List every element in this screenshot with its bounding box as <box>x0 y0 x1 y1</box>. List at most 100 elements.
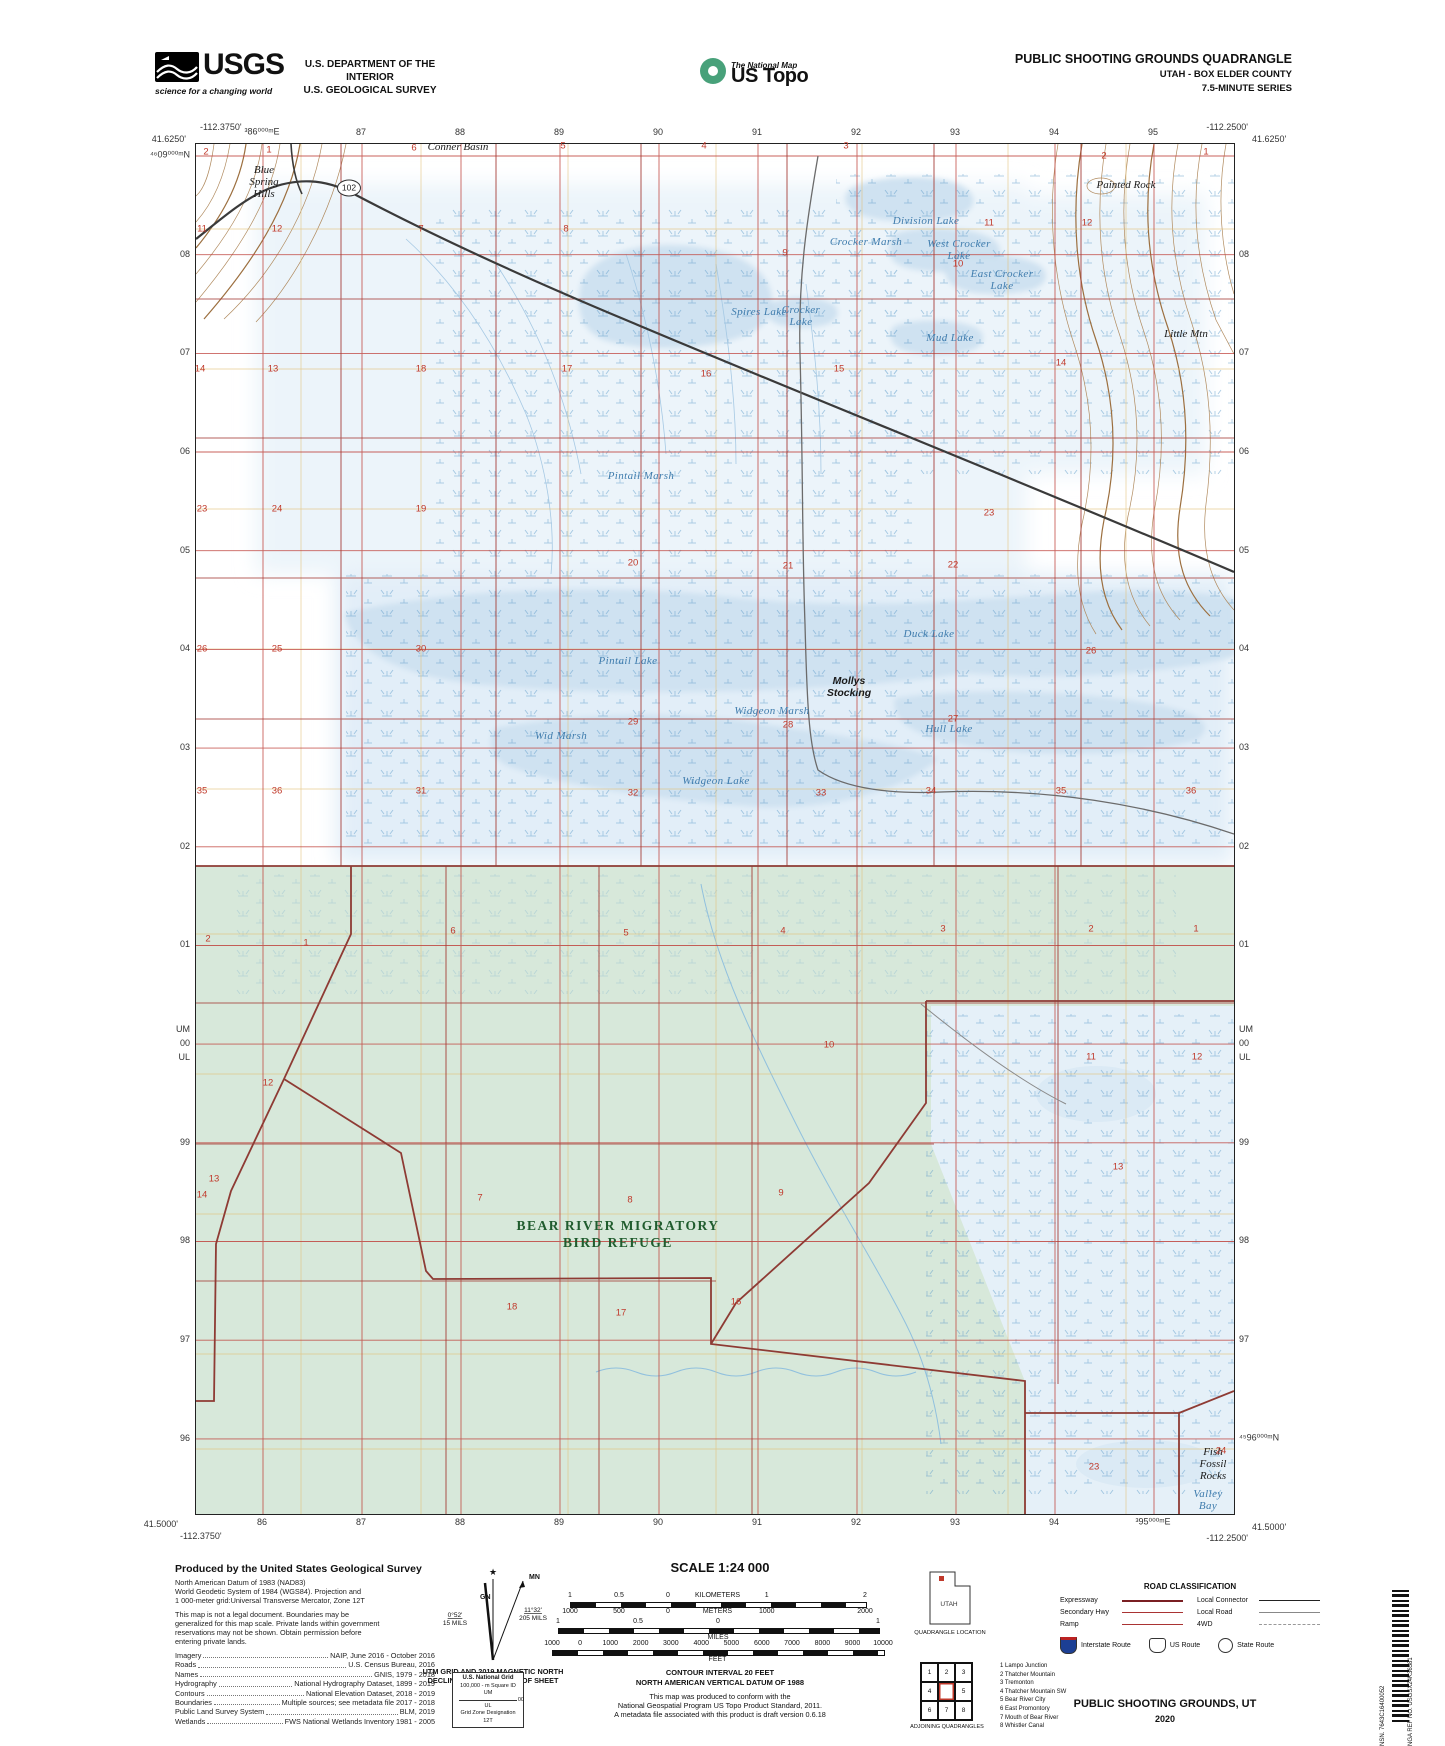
adjoining-cell: 1 <box>921 1663 938 1682</box>
usng-gzd: 12T <box>483 1717 493 1724</box>
scale-unit: METERS <box>702 1608 733 1615</box>
grid-north-label: GN <box>480 1594 491 1601</box>
easting-top-label: 94 <box>1048 127 1060 137</box>
gn-angle: 0°52' <box>448 1611 463 1619</box>
plss-quarter-lines <box>196 144 1234 1514</box>
state-route-label: State Route <box>1237 1642 1275 1649</box>
highway-102 <box>196 180 1234 574</box>
refuge-boundary <box>196 865 1234 1514</box>
usgs-wordmark: USGS <box>203 48 285 81</box>
dotted-leader <box>218 1679 293 1687</box>
quadrangle-title: PUBLIC SHOOTING GROUNDS QUADRANGLE <box>1014 52 1292 66</box>
scale-tick: 0 <box>716 1618 720 1625</box>
scale-tick: 0 <box>665 1592 670 1599</box>
nsn-text: NSN. 7643C16400052 <box>1380 1685 1386 1746</box>
data-source-row: Names GNIS, 1979 - 2018 <box>175 1670 435 1679</box>
northing-right-label: 02 <box>1239 840 1250 851</box>
easting-bottom-label: 93 <box>949 1517 961 1527</box>
northing-left-label: 08 <box>179 248 190 259</box>
source-value: National Hydrography Dataset, 1899 - 201… <box>294 1679 435 1689</box>
adjoining-cell: 5 <box>955 1682 972 1701</box>
source-label: Names <box>175 1669 199 1679</box>
svg-text:★: ★ <box>489 1567 497 1577</box>
contour-note-1: CONTOUR INTERVAL 20 FEET <box>665 1668 775 1677</box>
scale-unit: KILOMETERS <box>694 1592 741 1599</box>
barcode-icon <box>1392 1587 1409 1722</box>
northing-left-label: 06 <box>179 446 190 457</box>
adjoining-cell: 8 <box>955 1701 972 1720</box>
adjoining-cell: 4 <box>921 1682 938 1701</box>
scale-bar <box>570 1602 867 1608</box>
scale-tick: 9000 <box>844 1640 861 1647</box>
scale-tick: 0 <box>665 1608 670 1615</box>
northing-right-label: 03 <box>1239 742 1250 753</box>
usng-zero: 00 <box>517 1696 524 1703</box>
easting-bottom-label: 92 <box>850 1517 862 1527</box>
northing-right-label: ⁴⁵96⁰⁰⁰ᵐN <box>1239 1432 1280 1443</box>
adjoining-cell-current <box>938 1682 955 1701</box>
sheet-title: PUBLIC SHOOTING GROUNDS QUADRANGLE UTAH … <box>940 52 1292 94</box>
usng-subtitle: 100,000 - m Square ID <box>460 1682 516 1689</box>
quad-location-marker <box>939 1576 944 1581</box>
source-label: Contours <box>175 1688 205 1698</box>
data-source-row: Wetlands FWS National Wetlands Inventory … <box>175 1717 435 1726</box>
mn-mils: 205 MILS <box>519 1615 547 1622</box>
source-value: National Elevation Dataset, 2018 - 2019 <box>306 1688 435 1698</box>
scale-tick: 1000 <box>758 1608 775 1615</box>
data-source-row: Roads U.S. Census Bureau, 2016 <box>175 1660 435 1669</box>
usgs-logo: USGS <box>155 48 285 82</box>
quadrangle-location: UTAH QUADRANGLE LOCATION <box>905 1570 995 1636</box>
data-source-row: Boundaries Multiple sources; see metadata… <box>175 1698 435 1707</box>
easting-top-label: 87 <box>355 127 367 137</box>
dotted-leader <box>200 1670 373 1678</box>
data-source-row: Hydrography National Hydrography Dataset,… <box>175 1679 435 1688</box>
northing-right-label: 98 <box>1239 1235 1250 1246</box>
easting-top-label: 90 <box>652 127 664 137</box>
adjoining-cell: 3 <box>955 1663 972 1682</box>
barcode-block: NSN. 7643C16400052 NGA REF NO. USGSX24K3… <box>1380 1575 1429 1746</box>
northing-left-label: 02 <box>179 840 190 851</box>
um-label-right: UM <box>1239 1024 1253 1035</box>
scale-tick: 0 <box>578 1640 583 1647</box>
scale-tick: 1 <box>568 1592 572 1599</box>
easting-bottom-label: 87 <box>355 1517 367 1527</box>
easting-top-label: 88 <box>454 127 466 137</box>
dept-line1: U.S. DEPARTMENT OF THE INTERIOR <box>304 59 436 83</box>
adjoining-caption: ADJOINING QUADRANGLES <box>910 1724 984 1730</box>
dotted-leader <box>213 1698 280 1706</box>
usng-title: U.S. National Grid <box>462 1675 514 1681</box>
scale-tick: 500 <box>613 1608 625 1615</box>
declination-diagram: ★ GN MN 0°52' 15 MILS 11°32' 205 MILS UT… <box>408 1565 578 1685</box>
scale-tick: 1 <box>764 1592 769 1599</box>
datum-paragraph: North American Datum of 1983 (NAD83) Wor… <box>175 1578 365 1605</box>
northing-left-label: 04 <box>179 643 190 654</box>
local-road-line-sample <box>1259 1612 1320 1613</box>
easting-top-label: 91 <box>751 127 763 137</box>
adjoining-names: 1 Lampo Junction 2 Thatcher Mountain 3 T… <box>1000 1663 1067 1730</box>
dotted-leader <box>198 1660 347 1668</box>
corner-lat-br: 41.5000' <box>1252 1522 1287 1532</box>
easting-top-label: 93 <box>949 127 961 137</box>
department-heading: U.S. DEPARTMENT OF THE INTERIOR U.S. GEO… <box>280 58 460 97</box>
source-value: BLM, 2019 <box>399 1707 435 1717</box>
easting-top-label: 89 <box>553 127 565 137</box>
ustopo-icon <box>700 58 726 84</box>
easting-bottom-label: 89 <box>553 1517 565 1527</box>
roadclass-4wd: 4WD <box>1197 1621 1320 1628</box>
scale-tick: 2000 <box>857 1608 873 1615</box>
scale-tick: 1000 <box>562 1608 578 1615</box>
produced-by-title: Produced by the United States Geological… <box>175 1563 422 1575</box>
corner-lon-tr: -112.2500' <box>1206 122 1248 132</box>
northing-right-label: 97 <box>1239 1334 1250 1345</box>
data-source-row: Imagery NAIP, June 2016 - October 2016 <box>175 1651 435 1660</box>
standard-conformance-note: This map was produced to conform with th… <box>614 1692 826 1719</box>
roads <box>196 144 1234 1105</box>
easting-top-label: 92 <box>850 127 862 137</box>
northing-left-label: 05 <box>179 544 190 555</box>
dotted-leader <box>203 1651 329 1659</box>
bottom-map-title: PUBLIC SHOOTING GROUNDS, UT <box>1073 1698 1257 1710</box>
scale-tick: 6000 <box>754 1640 770 1647</box>
northing-right-label: 08 <box>1239 248 1250 259</box>
northing-left-label: ⁴⁶09⁰⁰⁰ᵐN <box>149 149 190 160</box>
